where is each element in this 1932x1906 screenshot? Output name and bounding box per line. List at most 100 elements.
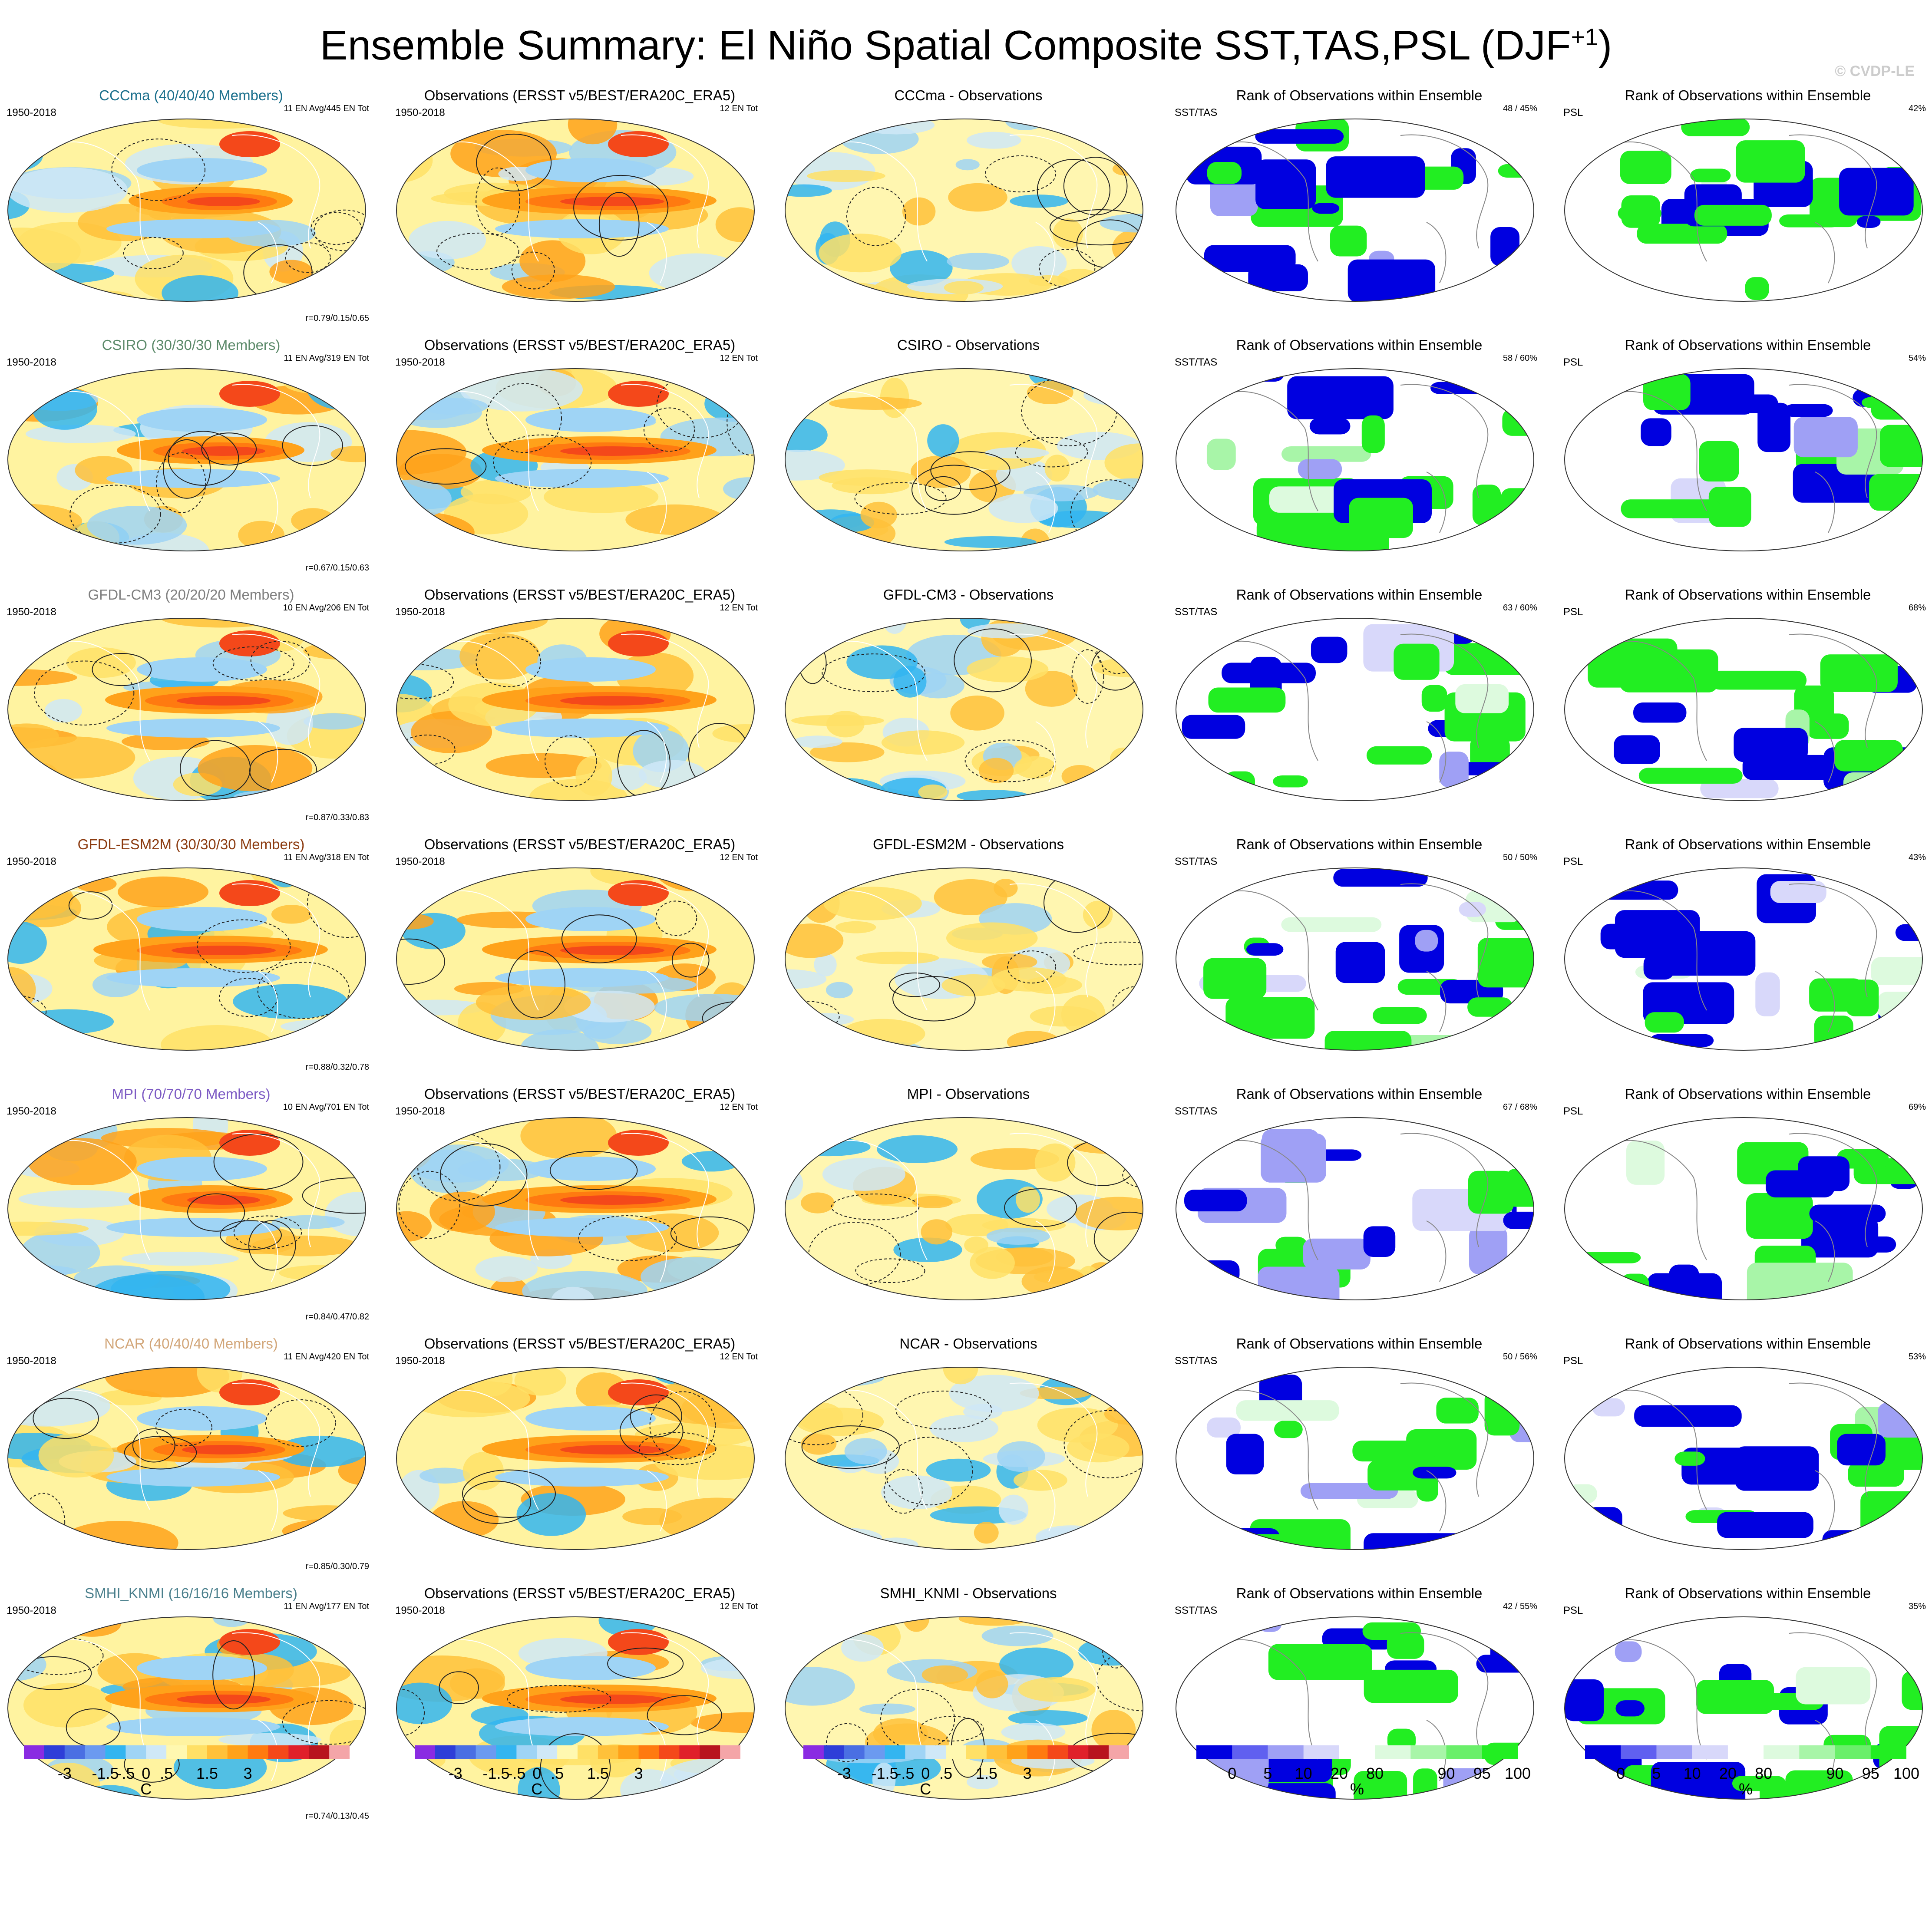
- colorbar-tick-label: 100: [1504, 1764, 1531, 1782]
- panel-obs-mpi: Observations (ERSST v5/BEST/ERA20C_ERA5)…: [389, 1085, 771, 1326]
- panel-diff-cccma: CCCma - Observations: [777, 87, 1159, 328]
- colorbar-swatch: [1446, 1745, 1483, 1759]
- colorbar-tick-label: 100: [1893, 1764, 1920, 1782]
- panel-psl-gfdl-esm2m: Rank of Observations within Ensemble PSL 4…: [1557, 836, 1932, 1077]
- period-label: 1950-2018: [7, 1605, 56, 1616]
- colorbar-unit: %: [1738, 1780, 1753, 1798]
- panel-title: Rank of Observations within Ensemble: [1236, 87, 1483, 103]
- colorbar-unit: %: [1350, 1780, 1364, 1798]
- colorbar-tick-label: -1.5: [871, 1764, 898, 1782]
- panel-model-cccma: CCCma (40/40/40 Members) 1950-2018 11 EN A…: [0, 87, 382, 328]
- psl-map: [1564, 1367, 1923, 1550]
- obs-map: [396, 618, 755, 801]
- colorbar-tick-label: 95: [1473, 1764, 1491, 1782]
- rank-percent: 50 / 50%: [1503, 853, 1537, 862]
- rank-percent: 35%: [1908, 1602, 1926, 1611]
- panel-psl-cccma: Rank of Observations within Ensemble PSL 4…: [1557, 87, 1932, 328]
- variable-label: PSL: [1563, 606, 1583, 618]
- colorbar-tick-label: -.5: [507, 1764, 526, 1782]
- title-text: Ensemble Summary: El Niño Spatial Compos…: [320, 22, 1571, 69]
- colorbar-tick-label: 0: [921, 1764, 930, 1782]
- panel-title: Rank of Observations within Ensemble: [1625, 836, 1871, 852]
- panel-model-mpi: MPI (70/70/70 Members) 1950-2018 10 EN Avg…: [0, 1085, 382, 1326]
- colorbar-unit: C: [920, 1780, 931, 1798]
- pattern-correlation: r=0.88/0.32/0.78: [305, 1062, 369, 1072]
- colorbar-swatch: [64, 1745, 86, 1759]
- model-map: [7, 368, 366, 551]
- panel-obs-csiro: Observations (ERSST v5/BEST/ERA20C_ERA5)…: [389, 336, 771, 577]
- colorbar-swatch: [415, 1745, 436, 1759]
- colorbar-swatch: [476, 1745, 496, 1759]
- colorbar-tick-label: 0: [1616, 1764, 1625, 1782]
- panel-title: Observations (ERSST v5/BEST/ERA20C_ERA5): [424, 87, 736, 103]
- colorbar-tick-label: 1.5: [975, 1764, 997, 1782]
- psl-map: [1564, 867, 1923, 1051]
- colorbar-swatch: [309, 1745, 330, 1759]
- variable-label: SST/TAS: [1175, 1605, 1218, 1616]
- colorbar-swatches: [803, 1745, 1129, 1759]
- colorbar-swatch: [1268, 1745, 1304, 1759]
- colorbar-tick-label: 90: [1826, 1764, 1844, 1782]
- colorbar-swatch: [1303, 1745, 1340, 1759]
- colorbar-swatch: [166, 1745, 187, 1759]
- panel-obs-cccma: Observations (ERSST v5/BEST/ERA20C_ERA5)…: [389, 87, 771, 328]
- panel-title: Rank of Observations within Ensemble: [1625, 1086, 1871, 1102]
- period-label: 1950-2018: [7, 606, 56, 618]
- panel-title: Rank of Observations within Ensemble: [1236, 1585, 1483, 1601]
- panel-title: SMHI_KNMI - Observations: [880, 1585, 1057, 1601]
- variable-label: PSL: [1563, 1605, 1583, 1616]
- observation-count: 12 EN Tot: [720, 1352, 758, 1362]
- colorbar-swatches: [24, 1745, 350, 1759]
- colorbar-swatch: [1339, 1745, 1375, 1759]
- panel-model-smhi_knmi: SMHI_KNMI (16/16/16 Members) 1950-2018 11 …: [0, 1585, 382, 1826]
- colorbar-tick-label: 3: [1023, 1764, 1032, 1782]
- observation-count: 12 EN Tot: [720, 603, 758, 613]
- pattern-correlation: r=0.67/0.15/0.63: [305, 563, 369, 573]
- colorbar-swatch: [557, 1745, 578, 1759]
- model-map: [7, 119, 366, 302]
- colorbar-tick-label: -1.5: [482, 1764, 510, 1782]
- sst-map: [1176, 368, 1534, 551]
- panel-title: NCAR - Observations: [899, 1336, 1037, 1352]
- panel-title: Rank of Observations within Ensemble: [1236, 836, 1483, 852]
- colorbar-tick-label: .5: [551, 1764, 564, 1782]
- colorbar-swatch: [227, 1745, 248, 1759]
- psl-map: [1564, 1616, 1923, 1800]
- colorbar-swatch: [885, 1745, 905, 1759]
- colorbar-swatch: [618, 1745, 639, 1759]
- ensemble-count: 11 EN Avg/420 EN Tot: [284, 1352, 369, 1362]
- colorbar-tick-label: -3: [448, 1764, 462, 1782]
- colorbar-swatch: [905, 1745, 926, 1759]
- colorbar-tick-label: 3: [634, 1764, 643, 1782]
- colorbar-tick-label: 0: [1228, 1764, 1237, 1782]
- model-map: [7, 1367, 366, 1550]
- colorbar-swatch: [1764, 1745, 1800, 1759]
- period-label: 1950-2018: [7, 1105, 56, 1117]
- panel-obs-ncar: Observations (ERSST v5/BEST/ERA20C_ERA5)…: [389, 1335, 771, 1576]
- panel-title: Rank of Observations within Ensemble: [1236, 587, 1483, 603]
- colorbar-tick-label: .5: [939, 1764, 953, 1782]
- colorbar-swatch: [720, 1745, 740, 1759]
- colorbar-swatch: [578, 1745, 598, 1759]
- colorbar-swatch: [187, 1745, 208, 1759]
- ensemble-count: 11 EN Avg/318 EN Tot: [284, 853, 369, 862]
- panel-title: Observations (ERSST v5/BEST/ERA20C_ERA5): [424, 836, 736, 852]
- variable-label: PSL: [1563, 356, 1583, 368]
- rank-percent: 42 / 55%: [1503, 1602, 1537, 1611]
- panel-title: CCCma - Observations: [894, 87, 1043, 103]
- panel-title: Rank of Observations within Ensemble: [1236, 337, 1483, 353]
- panel-title: Observations (ERSST v5/BEST/ERA20C_ERA5): [424, 587, 736, 603]
- colorbar-tick-label: 0: [532, 1764, 542, 1782]
- panel-title: Observations (ERSST v5/BEST/ERA20C_ERA5): [424, 1086, 736, 1102]
- psl-map: [1564, 119, 1923, 302]
- obs-map: [396, 368, 755, 551]
- colorbar-tick-label: -1.5: [92, 1764, 119, 1782]
- colorbar-swatch: [24, 1745, 45, 1759]
- colorbar-swatch: [659, 1745, 680, 1759]
- colorbar-tick-label: 1.5: [587, 1764, 609, 1782]
- panel-sst-cccma: Rank of Observations within Ensemble SST/…: [1168, 87, 1550, 328]
- rank-percent: 43%: [1908, 853, 1926, 862]
- colorbar-swatch: [248, 1745, 268, 1759]
- colorbar-swatches: [1585, 1745, 1906, 1759]
- panel-title: Rank of Observations within Ensemble: [1236, 1086, 1483, 1102]
